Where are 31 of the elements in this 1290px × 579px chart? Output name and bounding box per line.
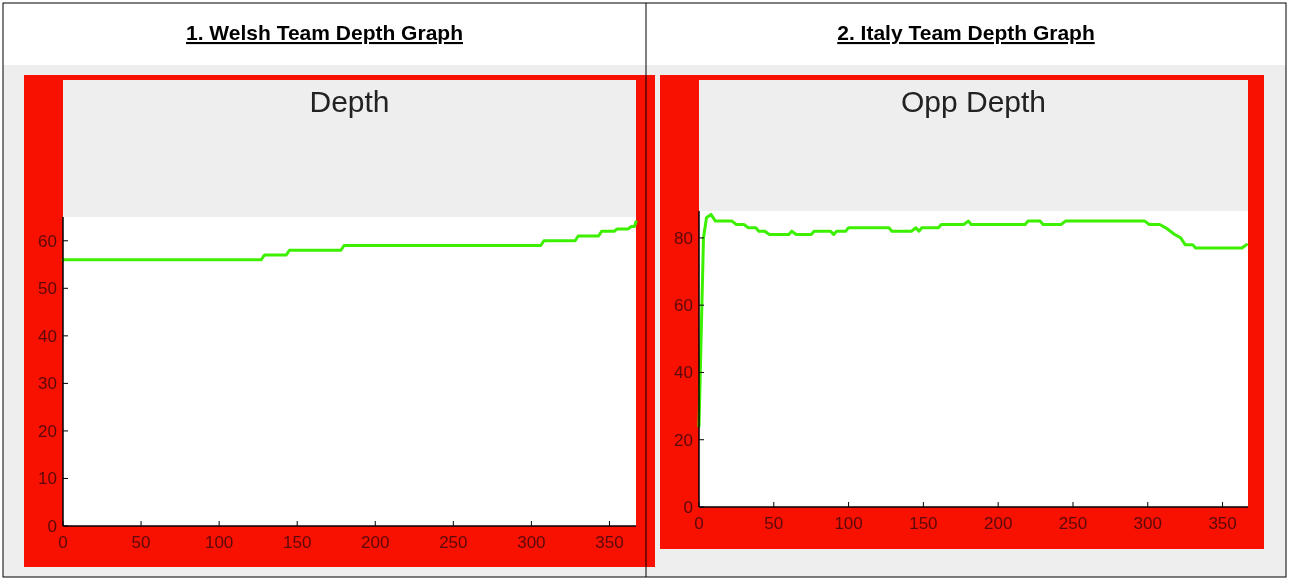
y-tick-label: 40: [38, 326, 57, 346]
y-tick-label: 20: [38, 421, 57, 441]
chart-subtitle: Depth: [309, 85, 390, 118]
y-tick-label: 80: [674, 228, 693, 248]
x-tick-label: 150: [283, 533, 312, 552]
x-tick-label: 300: [1133, 514, 1162, 533]
line-series: [61, 220, 638, 262]
y-tick-label: 30: [38, 374, 57, 394]
y-tick-label: 60: [674, 296, 693, 316]
x-tick-label: 150: [909, 514, 938, 533]
y-tick-label: 20: [674, 430, 693, 450]
x-tick-label: 350: [595, 533, 624, 552]
chart-title: 1. Welsh Team Depth Graph: [186, 21, 463, 44]
line-series: [697, 212, 1248, 428]
x-tick-label: 300: [517, 533, 546, 552]
x-tick-label: 50: [764, 514, 784, 533]
x-tick-label: 250: [1058, 514, 1088, 533]
x-tick-label: 200: [983, 514, 1013, 533]
y-tick-label: 40: [674, 363, 693, 383]
y-tick-label: 0: [683, 497, 693, 517]
x-tick-label: 200: [361, 533, 390, 552]
x-tick-label: 100: [834, 514, 863, 533]
chart-title: 2. Italy Team Depth Graph: [837, 21, 1095, 44]
x-tick-label: 50: [131, 533, 151, 552]
y-tick-label: 60: [38, 231, 57, 251]
x-tick-label: 250: [439, 533, 468, 552]
x-tick-label: 100: [204, 533, 234, 552]
x-tick-label: 350: [1208, 514, 1237, 533]
y-tick-label: 10: [38, 469, 57, 489]
chart-subtitle: Opp Depth: [900, 85, 1047, 118]
y-tick-label: 50: [38, 279, 57, 299]
